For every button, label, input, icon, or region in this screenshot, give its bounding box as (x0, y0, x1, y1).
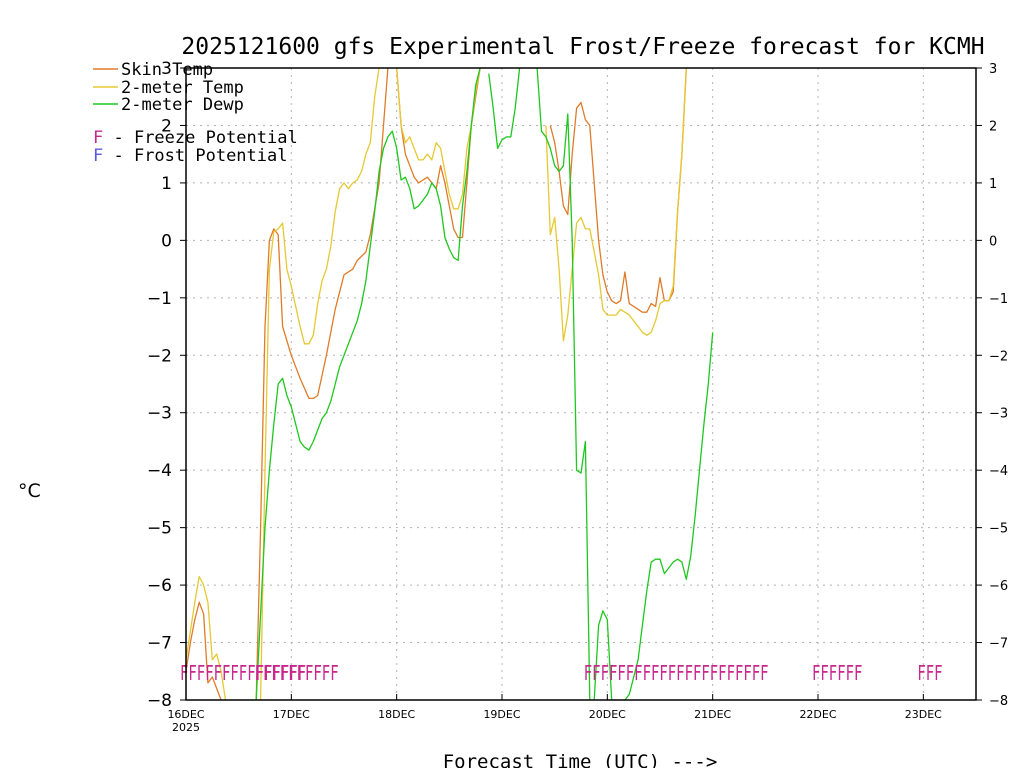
series-line-2-meter-dewp (536, 68, 591, 700)
freeze-marker-group: FFF (917, 661, 942, 685)
series-line-2-meter-dewp (593, 610, 617, 700)
frost-symbol: F (93, 146, 103, 166)
grid-lines (186, 68, 976, 700)
series-line-2-meter-dewp (255, 68, 481, 700)
plot-frame (185, 67, 977, 701)
y-tick-label-right: −6 (989, 579, 1008, 594)
freeze-note-text: - Freeze Potential (103, 128, 297, 148)
y-tick-label-left: −1 (147, 289, 172, 309)
legend-label-2m-temp: 2-meter Temp (121, 78, 244, 98)
x-axis-label: Forecast Time (UTC) ---> (443, 751, 718, 768)
series-group (186, 68, 714, 700)
x-tick-label: 21DEC (694, 708, 731, 721)
y-tick-label-right: 0 (989, 234, 997, 249)
x-tick-sublabel: 2025 (172, 721, 200, 734)
chart-title: 2025121600 gfs Experimental Frost/Freeze… (181, 34, 984, 60)
y-tick-label-left: −7 (147, 634, 172, 654)
y-tick-label-right: 3 (989, 62, 997, 77)
series-line-skin-temp (396, 68, 481, 239)
frost-note-text: - Frost Potential (103, 146, 287, 166)
legend-note-frost: F - Frost Potential (93, 146, 287, 166)
legend-note-freeze: F - Freeze Potential (93, 128, 298, 148)
legend-label-skin-temp: Skin Temp (121, 60, 213, 80)
series-line-2-meter-temp (186, 575, 227, 700)
x-tick-label: 16DEC (167, 708, 204, 721)
x-tick-label: 20DEC (589, 708, 626, 721)
x-tick-label: 23DEC (905, 708, 942, 721)
y-tick-label-right: −1 (989, 292, 1008, 307)
x-tick-label: 22DEC (799, 708, 836, 721)
y-axis-left: −8 −7 −6 −5 −4 −3 −2 −1 0 1 2 3 (147, 59, 186, 711)
x-tick-label: 17DEC (273, 708, 310, 721)
series-line-2-meter-dewp (624, 332, 714, 700)
y-tick-label-left: −2 (147, 346, 172, 366)
y-tick-label-left: 1 (161, 174, 172, 194)
series-line-skin-temp (186, 601, 222, 700)
y-tick-label-right: −8 (989, 694, 1008, 709)
y-tick-label-right: −4 (989, 464, 1008, 479)
series-line-2-meter-temp (396, 68, 481, 210)
y-tick-label-left: −4 (147, 461, 172, 481)
x-tick-label: 18DEC (378, 708, 415, 721)
y-tick-label-right: −2 (989, 349, 1008, 364)
legend: Skin Temp 2-meter Temp 2-meter Dewp F - … (93, 60, 298, 166)
y-tick-label-left: −5 (147, 519, 172, 539)
y-tick-label-left: 3 (161, 59, 172, 79)
y-tick-label-right: −7 (989, 637, 1008, 652)
series-line-2-meter-dewp (488, 68, 521, 150)
freeze-marker-group: FFFFFFFFFFFFFFFFFFFFFF (584, 661, 769, 685)
freeze-marker-group: FFFFFF (812, 661, 862, 685)
y-tick-label-left: −8 (147, 691, 172, 711)
series-line-skin-temp (549, 68, 687, 313)
y-tick-label-right: 1 (989, 177, 997, 192)
y-tick-label-left: 0 (161, 231, 172, 251)
series-line-2-meter-temp (259, 68, 380, 700)
y-tick-label-right: −5 (989, 522, 1008, 537)
y-tick-label-left: −6 (147, 576, 172, 596)
freeze-marker-group: FFFFFFFFFF (255, 661, 339, 685)
y-tick-label-right: −3 (989, 407, 1008, 422)
y-tick-label-right: 2 (989, 119, 997, 134)
y-tick-label-left: 2 (161, 116, 172, 136)
y-axis-right: −8 −7 −6 −5 −4 −3 −2 −1 0 1 2 3 (976, 62, 1008, 709)
series-line-skin-temp (255, 68, 389, 700)
x-tick-label: 19DEC (483, 708, 520, 721)
y-axis-unit-label: °C (18, 480, 41, 502)
series-line-2-meter-temp (545, 68, 687, 342)
freeze-symbol: F (93, 128, 103, 148)
freeze-marker-group: FFFFFFFFFFFFFFF (180, 661, 306, 685)
y-tick-label-left: −3 (147, 404, 172, 424)
legend-label-2m-dewp: 2-meter Dewp (121, 95, 244, 115)
